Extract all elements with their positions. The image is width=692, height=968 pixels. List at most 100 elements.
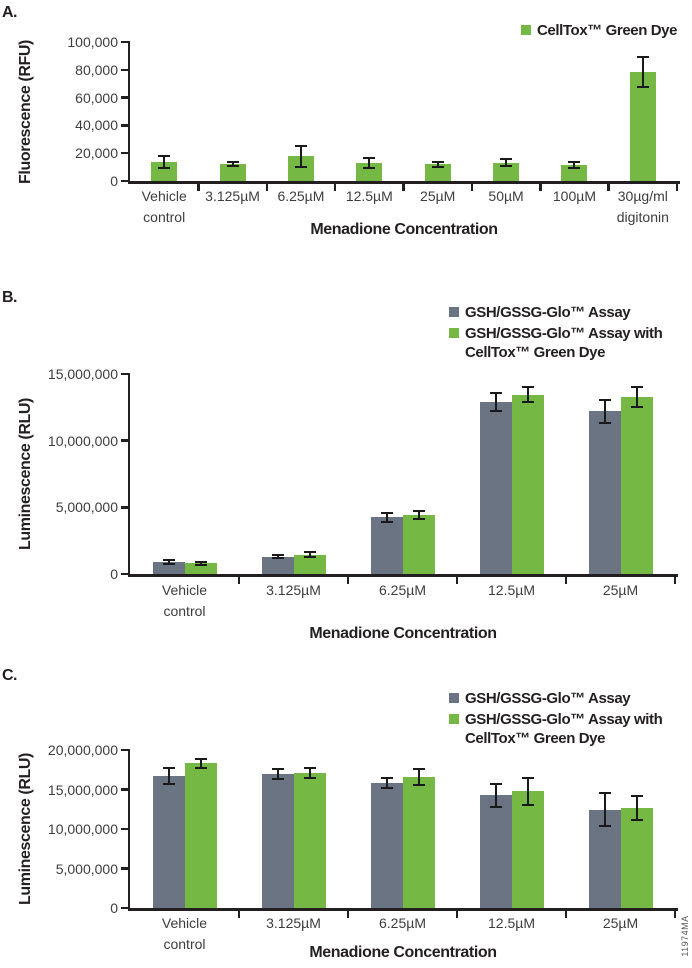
x-axis-line	[127, 574, 678, 577]
error-bar-cap	[380, 786, 393, 789]
y-tick-label: 5,000,000	[55, 860, 118, 877]
error-bar-stem	[635, 386, 638, 407]
x-tick	[675, 183, 679, 191]
error-bar-cap	[271, 557, 284, 560]
error-bar-stem	[417, 511, 420, 520]
category-label: Vehicle control	[161, 915, 208, 952]
error-bar-cap	[568, 161, 581, 164]
error-bar-cap	[500, 158, 513, 161]
error-bar-cap	[431, 165, 444, 168]
legend-item: GSH/GSSG-Glo™ Assay	[449, 689, 662, 708]
x-tick	[673, 576, 677, 584]
y-axis-title-b: Luminescence (RLU)	[17, 398, 34, 550]
legend-swatch	[449, 307, 459, 317]
y-tick	[120, 748, 128, 752]
error-bar-stem	[385, 512, 388, 522]
error-bar-cap	[489, 409, 502, 412]
panel-label-b: B.	[2, 289, 18, 306]
error-bar-cap	[568, 166, 581, 169]
error-bar-cap	[162, 559, 175, 561]
legend-b: GSH/GSSG-Glo™ Assay GSH/GSSG-Glo™ Assay w…	[449, 303, 663, 364]
error-bar-cap	[598, 421, 611, 424]
legend-label: GSH/GSSG-Glo™ Assay	[465, 690, 631, 707]
bar	[479, 402, 512, 574]
x-tick	[265, 183, 268, 191]
error-bar-cap	[412, 510, 425, 513]
error-bar-cap	[412, 768, 425, 771]
error-bar-cap	[431, 160, 444, 163]
category-label: 50µM	[488, 188, 524, 204]
bar	[511, 791, 544, 908]
category-label: 3.125µM	[266, 915, 321, 931]
category-label: 6.25µM	[277, 188, 325, 204]
y-tick-label: 0	[110, 566, 118, 582]
x-axis-title-a: Menadione Concentration	[310, 221, 498, 238]
category-label: 30µg/ml digitonin	[616, 188, 669, 225]
bar	[293, 772, 326, 908]
y-tick-label: 10,000,000	[47, 821, 118, 837]
y-tick-label: 5,000,000	[55, 499, 118, 516]
bar	[424, 164, 451, 181]
error-bar-stem	[299, 145, 302, 167]
error-bar-cap	[412, 518, 425, 521]
error-bar-cap	[521, 804, 534, 807]
error-bar-stem	[603, 793, 606, 826]
x-tick	[237, 576, 241, 584]
error-bar-cap	[303, 556, 316, 559]
bar	[219, 164, 246, 181]
error-bar-cap	[294, 144, 307, 147]
error-bar-cap	[521, 776, 534, 779]
error-bar-cap	[158, 167, 171, 170]
error-bar-stem	[308, 767, 311, 779]
bar	[261, 774, 294, 908]
error-bar-cap	[363, 166, 376, 169]
y-tick	[120, 179, 128, 183]
y-tick-label: 15,000,000	[47, 366, 118, 382]
error-bar-cap	[226, 160, 239, 163]
bar	[370, 782, 403, 908]
category-label: 6.25µM	[379, 582, 426, 598]
error-bar-cap	[162, 767, 175, 770]
x-axis-line	[127, 908, 678, 911]
error-bar-stem	[603, 400, 606, 423]
legend-item: GSH/GSSG-Glo™ Assay with CellTox™ Green …	[449, 710, 663, 748]
error-bar-cap	[226, 165, 239, 168]
category-label: Vehicle control	[141, 188, 187, 225]
error-bar-stem	[417, 769, 420, 786]
bar	[511, 394, 544, 574]
error-bar-cap	[412, 784, 425, 787]
error-bar-cap	[303, 551, 316, 553]
category-label: 12.5µM	[488, 915, 535, 931]
legend-label: GSH/GSSG-Glo™ Assay with CellTox™ Green …	[465, 711, 663, 747]
x-tick	[607, 183, 610, 191]
category-label: 6.25µM	[379, 915, 426, 931]
error-bar-cap	[630, 795, 643, 798]
category-label: 12.5µM	[345, 188, 393, 204]
error-bar-stem	[231, 161, 234, 167]
error-bar-stem	[494, 783, 497, 808]
x-tick	[455, 576, 459, 584]
error-bar-cap	[162, 563, 175, 565]
error-bar-cap	[162, 782, 175, 785]
error-bar-cap	[521, 401, 534, 403]
category-label: 25µM	[420, 188, 456, 204]
error-bar-cap	[598, 792, 611, 795]
y-tick-label: 100,000	[67, 34, 118, 50]
error-bar-stem	[494, 393, 497, 411]
legend-swatch	[521, 25, 531, 35]
error-bar-stem	[573, 162, 576, 168]
error-bar-stem	[308, 552, 311, 558]
error-bar-cap	[158, 155, 171, 158]
y-tick	[120, 906, 128, 910]
x-tick	[237, 910, 241, 918]
bar	[493, 162, 520, 181]
error-bar-stem	[635, 796, 638, 820]
error-bar-cap	[500, 165, 513, 168]
y-tick	[120, 68, 128, 72]
y-tick	[120, 827, 128, 831]
error-bar-stem	[368, 157, 371, 168]
error-bar-cap	[271, 767, 284, 770]
y-axis-line	[127, 373, 130, 576]
error-bar-cap	[630, 385, 643, 388]
y-tick	[120, 867, 128, 870]
